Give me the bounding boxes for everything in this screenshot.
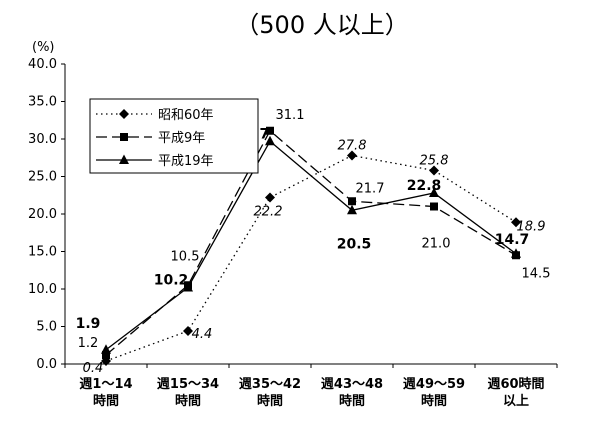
- data-label: 22.2: [254, 205, 283, 220]
- legend-box: [89, 98, 259, 174]
- series-layer: [101, 126, 521, 366]
- chart-title: （500 人以上）: [235, 11, 408, 39]
- x-category-label: 時間: [421, 393, 447, 409]
- data-point: [102, 351, 110, 359]
- data-label: 14.7: [495, 232, 530, 248]
- data-point: [347, 204, 357, 215]
- data-point: [101, 344, 111, 354]
- data-label: 4.4: [192, 327, 213, 342]
- data-label: 1.9: [76, 316, 101, 332]
- series-line: [105, 154, 517, 362]
- legend-item: 平成9年: [96, 131, 205, 146]
- data-point: [348, 197, 356, 206]
- y-axis-unit-label: (%): [32, 40, 55, 55]
- y-tick-label: 10.0: [28, 282, 57, 297]
- y-tick-label: 30.0: [28, 132, 57, 147]
- data-label: 20.5: [337, 236, 372, 252]
- series-3: [101, 135, 521, 354]
- x-category-label: 週1～14: [79, 377, 132, 392]
- data-label: 14.5: [522, 266, 551, 281]
- data-point: [265, 135, 275, 146]
- data-point: [266, 126, 274, 135]
- data-label: 10.2: [154, 273, 189, 289]
- data-point: [429, 165, 439, 176]
- data-point: [430, 202, 438, 211]
- legend-label: 昭和60年: [158, 108, 214, 123]
- legend-label: 平成9年: [158, 131, 205, 146]
- data-labels: 0.4 4.4 22.2 27.8 25.8 18.9 1.2 10.5 31.1 21.7 21.…: [76, 108, 551, 376]
- data-label: 21.0: [422, 237, 451, 252]
- y-tick-label: 5.0: [36, 320, 57, 335]
- x-category-label: 以上: [503, 394, 529, 409]
- y-tick-label: 15.0: [28, 245, 57, 260]
- series-line: [105, 129, 517, 356]
- data-point: [183, 282, 193, 292]
- legend-marker: [119, 109, 129, 119]
- data-label: 0.4: [83, 361, 104, 376]
- legend-label: 平成19年: [158, 154, 214, 169]
- x-category-label: 時間: [175, 393, 201, 409]
- data-point: [429, 187, 439, 197]
- x-category-label: 週49～59: [403, 377, 465, 392]
- y-tick-label: 40.0: [28, 57, 57, 72]
- x-category-label: 時間: [257, 393, 283, 409]
- data-point: [265, 192, 275, 203]
- data-label: 31.1: [276, 108, 305, 123]
- x-category-label: 週60時間: [487, 376, 544, 392]
- legend-item: 平成19年: [96, 154, 214, 169]
- data-label: 21.7: [356, 181, 385, 196]
- data-label: 25.8: [420, 154, 449, 169]
- y-tick-label: 0.0: [36, 357, 57, 372]
- x-category-label: 時間: [339, 393, 365, 409]
- y-tick-label: 35.0: [28, 95, 57, 110]
- data-point: [183, 326, 193, 336]
- data-label: 1.2: [78, 336, 99, 351]
- series-1: [101, 150, 521, 366]
- axes: 0.05.010.015.020.025.030.035.040.0週1～14時…: [28, 57, 558, 409]
- data-point: [511, 248, 521, 258]
- y-tick-label: 20.0: [28, 207, 57, 222]
- data-label: 18.9: [517, 219, 546, 234]
- x-category-label: 週35～42: [239, 377, 301, 392]
- data-point: [347, 150, 357, 161]
- legend-marker: [120, 133, 128, 141]
- data-point: [511, 217, 521, 228]
- data-label: 10.5: [171, 249, 200, 264]
- data-label: 22.8: [407, 178, 442, 194]
- legend-marker: [119, 154, 129, 164]
- x-category-label: 時間: [93, 393, 119, 409]
- data-label: 27.8: [338, 139, 367, 154]
- y-tick-label: 25.0: [28, 170, 57, 185]
- x-category-label: 週43～48: [321, 377, 383, 392]
- x-category-label: 週15～34: [157, 377, 219, 392]
- series-line: [105, 140, 517, 351]
- legend-item: 昭和60年: [96, 108, 214, 123]
